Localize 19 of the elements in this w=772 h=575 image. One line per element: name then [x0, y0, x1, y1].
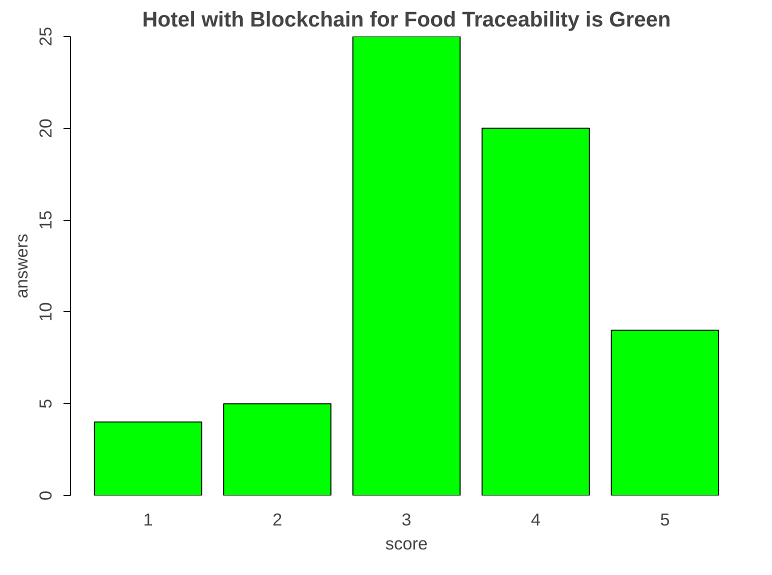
bar [610, 330, 720, 496]
y-tick-label: 15 [36, 210, 56, 230]
y-tick-label: 5 [36, 398, 56, 409]
bar [482, 128, 590, 496]
x-axis-title: score [385, 534, 428, 554]
y-tick-label: 10 [36, 302, 56, 322]
bar [223, 403, 332, 496]
y-tick-label: 25 [36, 26, 56, 46]
y-tick-label: 20 [36, 118, 56, 138]
x-tick-label: 1 [143, 510, 153, 530]
y-tick-label: 0 [36, 490, 56, 500]
x-tick-label: 4 [530, 510, 541, 530]
y-axis-title: answers [12, 233, 32, 298]
x-tick-label: 2 [272, 510, 282, 530]
chart-title: Hotel with Blockchain for Food Traceability is Green [142, 8, 671, 32]
x-tick-label: 5 [660, 510, 670, 530]
x-tick-label: 3 [402, 510, 412, 530]
bar [352, 36, 461, 496]
bar [94, 422, 202, 496]
